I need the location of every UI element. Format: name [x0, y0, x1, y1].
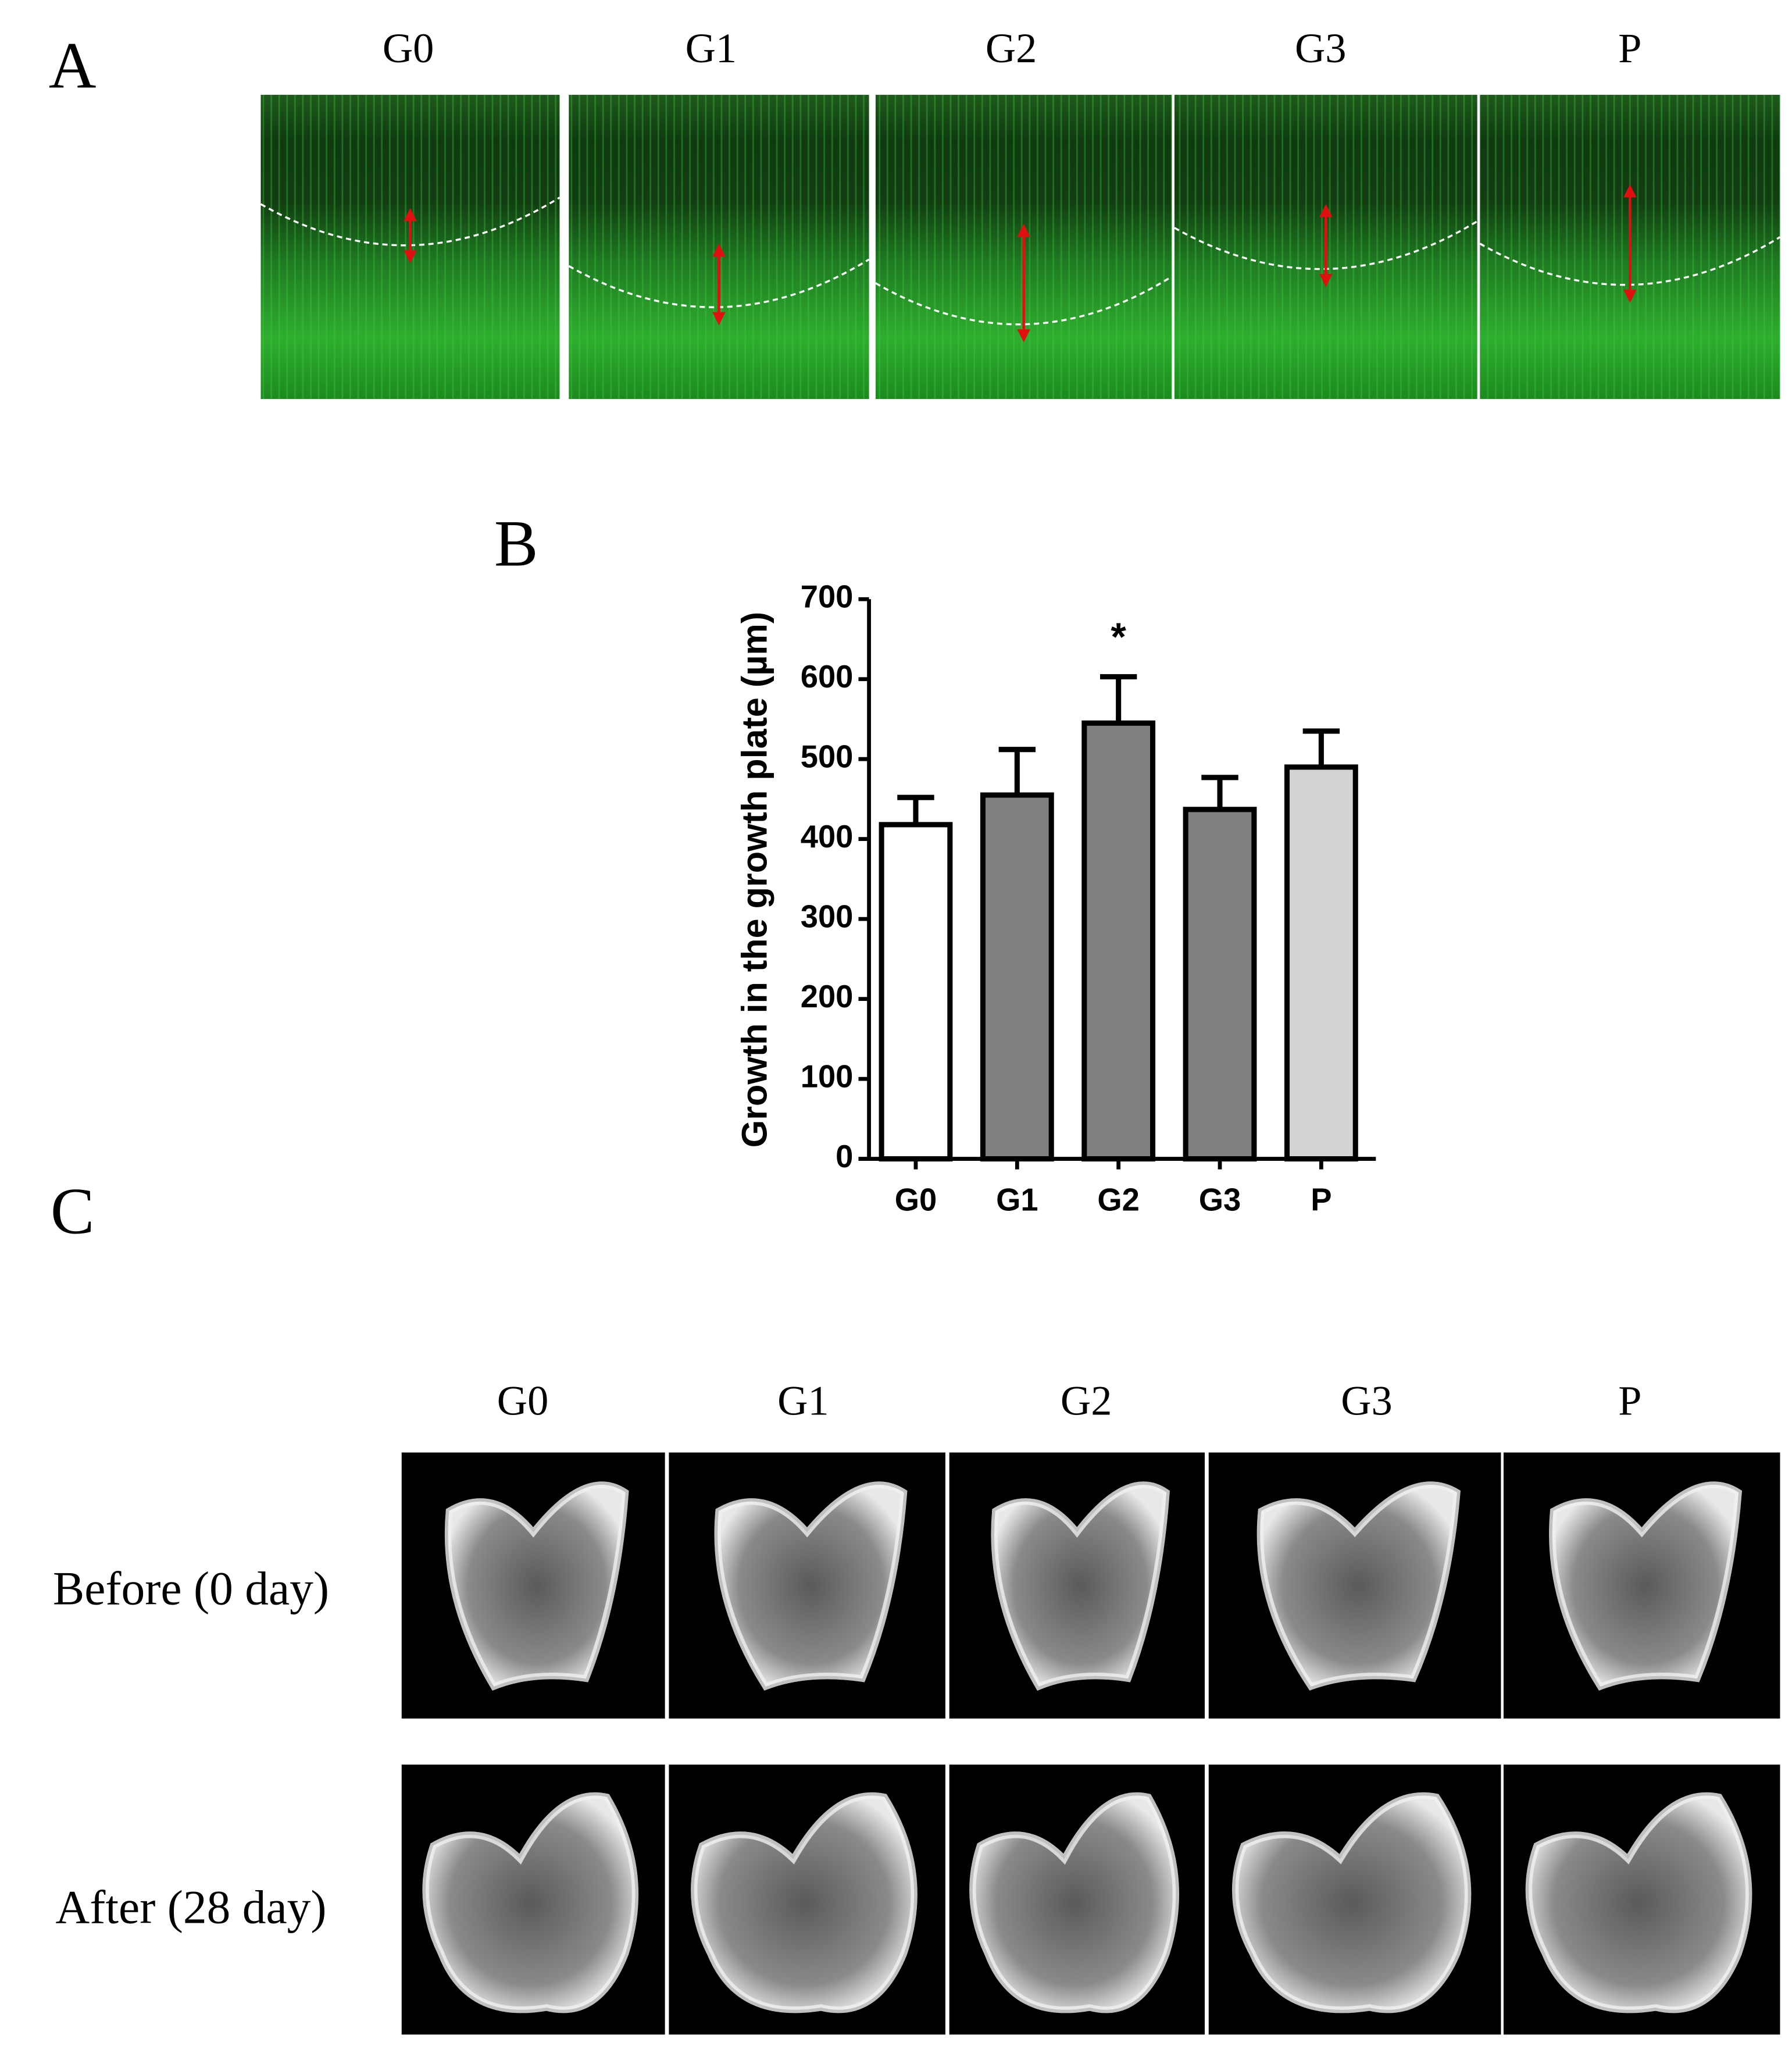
column-label: P — [1618, 1377, 1641, 1424]
panel-label: C — [51, 1175, 95, 1248]
bone-section — [1549, 1481, 1743, 1691]
panel-label: B — [494, 507, 538, 580]
y-tick-label: 700 — [801, 579, 854, 615]
y-tick-label: 300 — [801, 899, 854, 934]
bone-section — [714, 1481, 908, 1691]
y-tick-label: 500 — [801, 739, 854, 775]
bone-section — [991, 1481, 1170, 1691]
x-tick-label: G0 — [895, 1182, 937, 1218]
y-tick-label: 400 — [801, 819, 854, 854]
y-tick-label: 0 — [836, 1139, 853, 1174]
row-label: After (28 day) — [55, 1880, 326, 1933]
column-label: G0 — [383, 24, 434, 72]
significance-mark: * — [1111, 615, 1126, 659]
y-tick-label: 100 — [801, 1058, 854, 1094]
bone-section — [969, 1792, 1179, 2013]
y-tick-label: 200 — [801, 979, 854, 1014]
bar — [1183, 807, 1257, 1162]
histology-texture — [569, 95, 869, 400]
column-label: G1 — [686, 24, 737, 72]
bar — [879, 822, 953, 1162]
x-tick-label: P — [1311, 1182, 1331, 1218]
column-label: G2 — [1061, 1377, 1112, 1424]
column-label: P — [1618, 24, 1641, 72]
bar — [1081, 720, 1156, 1162]
column-label: G3 — [1341, 1377, 1393, 1424]
x-tick-label: G2 — [1097, 1182, 1139, 1218]
column-label: G0 — [497, 1377, 549, 1424]
bone-section — [1256, 1481, 1461, 1691]
x-tick-label: G3 — [1199, 1182, 1241, 1218]
bar — [1284, 764, 1358, 1162]
column-label: G1 — [777, 1377, 829, 1424]
column-label: G2 — [986, 24, 1037, 72]
panel-label: A — [49, 30, 97, 102]
bone-section — [691, 1792, 918, 2013]
x-tick-label: G1 — [996, 1182, 1038, 1218]
bone-section — [422, 1792, 639, 2013]
column-label: G3 — [1295, 24, 1347, 72]
bone-section — [1231, 1792, 1472, 2013]
bone-section — [1525, 1792, 1752, 2013]
y-axis-title: Growth in the growth plate (µm) — [734, 612, 774, 1147]
bone-section — [444, 1481, 629, 1691]
bar — [980, 792, 1054, 1162]
y-tick-label: 600 — [801, 659, 854, 694]
row-label: Before (0 day) — [53, 1562, 329, 1614]
